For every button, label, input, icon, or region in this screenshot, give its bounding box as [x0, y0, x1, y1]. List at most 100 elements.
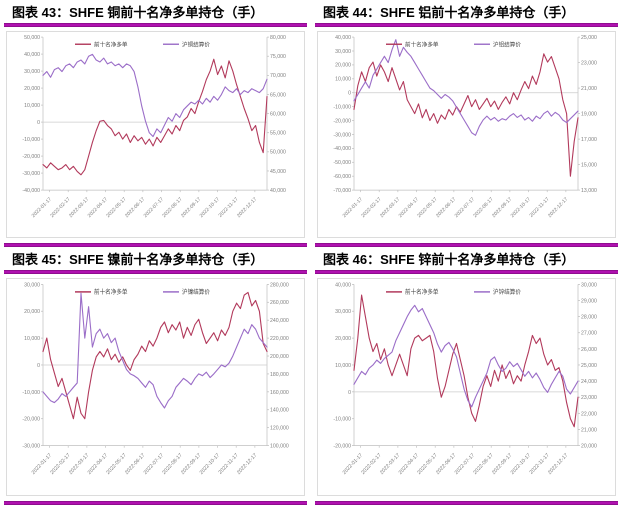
panel-underline: [315, 501, 618, 505]
chart-box-45: -30,000 -20,000 -10,000 0 10,000 20,000 30,000…: [6, 278, 305, 496]
y-tick-label-right: 17,000: [581, 137, 597, 143]
y-tick-label-right: 30,000: [581, 282, 597, 288]
y-tick-label-right: 28,000: [581, 314, 597, 320]
y-tick-label-left: 40,000: [335, 282, 351, 288]
y-axis-left: -70,000 -60,000 -50,000 -40,000 -30,000 -20,0…: [333, 35, 354, 194]
y-tick-label-right: 25,000: [581, 363, 597, 369]
axes: [353, 284, 579, 446]
legend-label: 前十名净多单: [405, 288, 439, 296]
y-tick-label-right: 22,000: [581, 411, 597, 417]
legend: 前十名净多单 沪镍结算价: [75, 288, 210, 296]
x-axis: 2022-01-172022-02-172022-03-172022-04-17…: [31, 190, 258, 219]
x-axis: 2022-01-172022-02-172022-03-172022-04-17…: [31, 445, 258, 476]
legend-label: 沪铝结算价: [493, 40, 521, 48]
series-line-net-long: [353, 294, 579, 428]
y-tick-label-right: 70,000: [270, 73, 286, 79]
y-tick-label-left: 0: [348, 390, 351, 396]
y-tick-label-left: -20,000: [333, 118, 351, 124]
y-tick-label-right: 60,000: [270, 111, 286, 117]
y-axis-right: 13,000 15,000 17,000 19,000 21,000 23,000 25,0…: [578, 35, 597, 194]
x-tick-label: 2022-12-17: [236, 452, 258, 476]
y-tick-label-left: -40,000: [22, 188, 40, 194]
y-tick-label-left: -60,000: [333, 174, 351, 180]
y-tick-label-right: 21,000: [581, 427, 597, 433]
chart-canvas-copper: -40,000 -30,000 -20,000 -10,000 0 10,000 20,00…: [22, 35, 286, 219]
y-tick-label-left: 30,000: [335, 49, 351, 55]
y-tick-label-left: -20,000: [22, 154, 40, 160]
y-tick-label-left: 20,000: [24, 86, 40, 92]
series-line-net-long: [353, 53, 579, 177]
y-tick-label-right: 45,000: [270, 169, 286, 175]
y-axis-left: -40,000 -30,000 -20,000 -10,000 0 10,000 20,00…: [22, 35, 43, 194]
legend-label: 沪锌结算价: [493, 288, 521, 296]
y-tick-label-right: 240,000: [270, 318, 289, 324]
legend: 前十名净多单 沪铝结算价: [386, 40, 521, 48]
title-underline: [4, 270, 307, 274]
y-tick-label-left: 30,000: [335, 309, 351, 315]
chart-canvas-aluminum: -70,000 -60,000 -50,000 -40,000 -30,000 -20,0…: [333, 35, 597, 219]
y-tick-label-right: 180,000: [270, 372, 289, 378]
y-tick-label-right: 200,000: [270, 354, 289, 360]
chart-box-43: -40,000 -30,000 -20,000 -10,000 0 10,000 20,00…: [6, 31, 305, 238]
y-tick-label-left: -10,000: [22, 390, 40, 396]
y-tick-label-left: -70,000: [333, 188, 351, 194]
y-tick-label-right: 25,000: [581, 35, 597, 41]
legend-label: 沪镍结算价: [182, 288, 210, 296]
x-tick-label: 2022-12-17: [547, 452, 569, 476]
y-tick-label-left: 40,000: [24, 52, 40, 58]
y-tick-label-right: 27,000: [581, 331, 597, 337]
y-tick-label-right: 19,000: [581, 111, 597, 117]
y-tick-label-left: 20,000: [24, 309, 40, 315]
panel-underline: [4, 501, 307, 505]
y-tick-label-left: 20,000: [335, 336, 351, 342]
chart-box-46: -20,000 -10,000 0 10,000 20,000 30,000 40,000 2…: [317, 278, 616, 496]
y-tick-label-right: 21,000: [581, 86, 597, 92]
x-axis: 2022-01-172022-02-172022-03-172022-04-17…: [342, 445, 569, 476]
y-axis-right: 40,000 45,000 50,000 55,000 60,000 65,000 70,0…: [267, 35, 286, 194]
y-tick-label-left: 0: [37, 363, 40, 369]
y-tick-label-right: 65,000: [270, 92, 286, 98]
y-tick-label-left: 50,000: [24, 35, 40, 41]
series-line-net-long: [42, 291, 268, 420]
axes: [42, 37, 268, 191]
chart-box-44: -70,000 -60,000 -50,000 -40,000 -30,000 -20,0…: [317, 31, 616, 238]
y-tick-label-left: 20,000: [335, 63, 351, 69]
legend-label: 前十名净多单: [94, 288, 128, 296]
chart-title-45: 图表 45：SHFE 镍前十名净多单持仓（手）: [12, 252, 264, 267]
series-line-price: [353, 39, 579, 136]
panel-figure-46: 图表 46：SHFE 锌前十名净多单持仓（手） -20,000 -10,000 0 1…: [311, 247, 622, 505]
series-line-net-long: [42, 58, 268, 176]
y-axis-right: 20,000 21,000 22,000 23,000 24,000 25,000 26,0…: [578, 282, 597, 450]
y-tick-label-left: -10,000: [333, 104, 351, 110]
y-tick-label-left: 10,000: [335, 363, 351, 369]
y-tick-label-left: 30,000: [24, 282, 40, 288]
y-tick-label-left: 10,000: [335, 77, 351, 83]
legend-label: 沪铜结算价: [182, 40, 210, 48]
y-tick-label-right: 55,000: [270, 131, 286, 137]
panel-underline: [4, 243, 307, 247]
y-tick-label-right: 220,000: [270, 336, 289, 342]
panel-figure-43: 图表 43：SHFE 铜前十名净多单持仓（手） -40,000 -30,000 -2…: [0, 0, 311, 247]
series-line-price: [353, 304, 579, 408]
x-tick-label: 2022-12-17: [236, 196, 258, 219]
legend-label: 前十名净多单: [405, 40, 439, 48]
y-tick-label-left: -20,000: [22, 416, 40, 422]
y-tick-label-right: 26,000: [581, 347, 597, 353]
y-tick-label-right: 50,000: [270, 150, 286, 156]
panel-figure-45: 图表 45：SHFE 镍前十名净多单持仓（手） -30,000 -20,000 -1…: [0, 247, 311, 505]
y-tick-label-left: -50,000: [333, 160, 351, 166]
y-tick-label-left: -30,000: [22, 443, 40, 449]
title-underline: [315, 270, 618, 274]
y-axis-left: -20,000 -10,000 0 10,000 20,000 30,000 40,000: [333, 282, 354, 450]
y-tick-label-left: 10,000: [24, 336, 40, 342]
y-tick-label-left: 30,000: [24, 69, 40, 75]
y-tick-label-right: 24,000: [581, 379, 597, 385]
x-axis: 2022-01-172022-02-172022-03-172022-04-17…: [342, 190, 569, 219]
title-underline: [4, 23, 307, 27]
y-axis-right: 100,000 120,000 140,000 160,000 180,000 200,0…: [267, 282, 289, 450]
title-underline: [315, 23, 618, 27]
chart-canvas-zinc: -20,000 -10,000 0 10,000 20,000 30,000 40,000 2…: [333, 282, 597, 476]
y-tick-label-left: -30,000: [333, 132, 351, 138]
y-tick-label-left: -10,000: [333, 416, 351, 422]
y-tick-label-right: 160,000: [270, 390, 289, 396]
